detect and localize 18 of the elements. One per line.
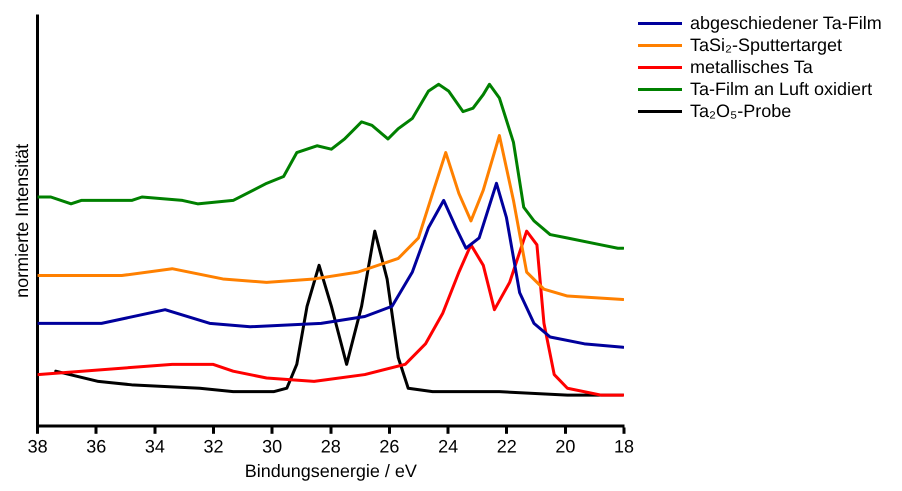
x-tick-label: 36 <box>86 436 106 457</box>
x-tick-label: 38 <box>28 436 48 457</box>
x-tick-label: 30 <box>262 436 282 457</box>
x-axis-title: Bindungsenergie / eV <box>244 461 417 482</box>
x-tick-label: 34 <box>144 436 165 457</box>
x-tick-label: 28 <box>320 436 341 457</box>
legend-label: abgeschiedener Ta-Film <box>690 12 882 34</box>
legend-label: Ta₂O₅-Probe <box>690 100 792 122</box>
legend-label: metallisches Ta <box>690 56 813 78</box>
x-tick-label: 24 <box>438 436 458 457</box>
x-tick-label: 32 <box>204 436 224 457</box>
y-axis-title: normierte Intensität <box>12 144 32 298</box>
legend-label: Ta-Film an Luft oxidiert <box>690 78 872 100</box>
x-tick-label: 20 <box>555 436 576 457</box>
x-tick-label: 18 <box>614 436 634 457</box>
x-tick-label: 22 <box>496 436 517 457</box>
x-tick-label: 26 <box>379 436 400 457</box>
legend-label: TaSi₂-Sputtertarget <box>690 34 842 56</box>
